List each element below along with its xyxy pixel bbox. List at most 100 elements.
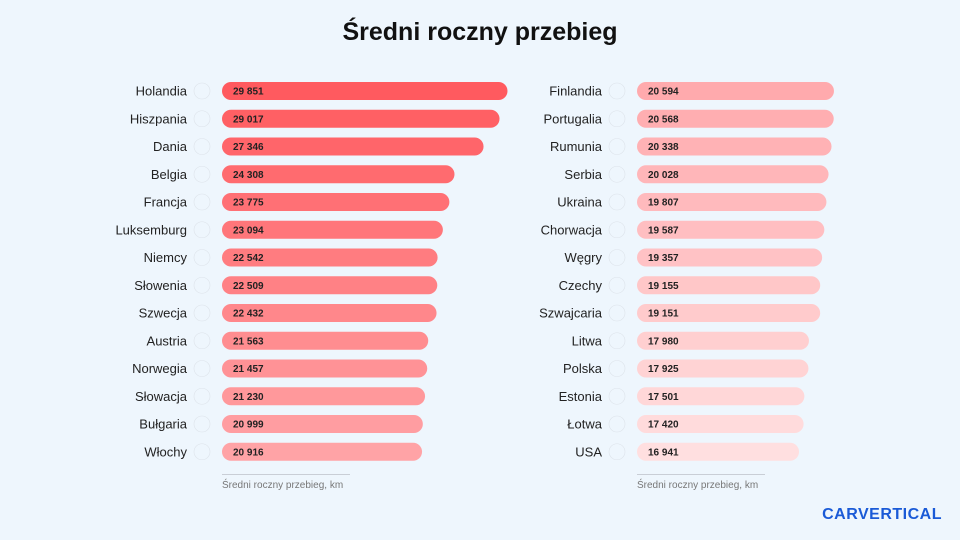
- value-label: 27 346: [233, 142, 264, 153]
- value-label: 17 420: [648, 420, 679, 431]
- value-label: 21 457: [233, 364, 264, 375]
- category-label: Polska: [563, 361, 603, 376]
- category-label: Słowenia: [134, 278, 188, 293]
- value-label: 22 432: [233, 309, 264, 320]
- category-label: Bułgaria: [139, 417, 187, 432]
- bar: [222, 165, 455, 184]
- flag-lu-icon: [193, 221, 211, 239]
- bar: [637, 193, 827, 211]
- category-label: Holandia: [136, 84, 188, 99]
- flag-hr-icon: [608, 221, 626, 239]
- flag-it-icon: [193, 443, 211, 461]
- flag-lv-icon: [608, 415, 626, 433]
- value-label: 19 357: [648, 253, 679, 264]
- category-label: Hiszpania: [130, 111, 188, 126]
- category-label: Luksemburg: [115, 222, 187, 237]
- flag-ch-icon: [608, 304, 626, 322]
- value-label: 20 338: [648, 142, 679, 153]
- value-label: 19 151: [648, 309, 679, 320]
- bar: [637, 415, 804, 433]
- category-label: Szwajcaria: [539, 306, 603, 321]
- category-label: Niemcy: [144, 250, 188, 265]
- bar: [222, 276, 438, 295]
- bar: [637, 359, 809, 378]
- flag-es-icon: [193, 110, 211, 128]
- flag-cz-icon: [608, 276, 626, 294]
- bar: [222, 248, 438, 267]
- category-label: Estonia: [559, 389, 603, 404]
- bar: [222, 442, 423, 461]
- flag-nl-icon: [193, 82, 211, 100]
- category-label: Ukraina: [557, 195, 603, 210]
- bar: [222, 137, 484, 156]
- flag-at-icon: [193, 332, 211, 350]
- category-label: Litwa: [572, 333, 603, 348]
- bar-panel-1: Holandia 29 851 Hiszpania 29 017 Dania 27 346…: [115, 82, 508, 491]
- category-label: Serbia: [564, 167, 602, 182]
- category-label: Chorwacja: [541, 222, 603, 237]
- category-label: Austria: [147, 333, 188, 348]
- bar: [637, 220, 825, 239]
- flag-no-icon: [193, 360, 211, 377]
- bar: [222, 82, 508, 100]
- flag-bg-icon: [193, 415, 211, 433]
- category-label: Finlandia: [549, 84, 603, 99]
- flag-us-icon: [608, 443, 626, 461]
- category-label: Francja: [144, 195, 188, 210]
- flag-fi-icon: [608, 82, 626, 100]
- bar: [222, 304, 437, 322]
- value-label: 19 155: [648, 281, 679, 292]
- bar: [637, 276, 821, 295]
- flag-lt-icon: [608, 332, 626, 350]
- flag-hu-icon: [608, 249, 626, 266]
- value-label: 22 542: [233, 253, 264, 264]
- carvertical-logo: CARVERTICAL: [822, 506, 942, 523]
- value-label: 22 509: [233, 281, 264, 292]
- value-label: 21 230: [233, 392, 264, 403]
- value-label: 20 568: [648, 114, 679, 125]
- flag-se-icon: [193, 304, 211, 322]
- flag-pl-icon: [608, 360, 626, 377]
- category-label: Węgry: [564, 250, 602, 265]
- bar: [637, 137, 832, 156]
- bar: [222, 331, 429, 350]
- bar: [222, 415, 423, 433]
- category-label: Belgia: [151, 167, 188, 182]
- bar-panel-2: Finlandia 20 594 Portugalia 20 568 Rumunia 20…: [539, 82, 834, 491]
- value-label: 19 807: [648, 198, 679, 209]
- flag-ua-icon: [608, 193, 626, 211]
- value-label: 17 501: [648, 392, 679, 403]
- bar: [222, 220, 443, 239]
- value-label: 29 851: [233, 87, 264, 98]
- bar: [222, 359, 428, 378]
- value-label: 17 980: [648, 336, 679, 347]
- category-label: Łotwa: [567, 417, 602, 432]
- bar: [637, 109, 834, 128]
- flag-rs-icon: [608, 165, 626, 183]
- flag-pt-icon: [608, 110, 626, 128]
- bar: [637, 387, 805, 406]
- axis-label: Średni roczny przebieg, km: [222, 478, 343, 491]
- category-label: Dania: [153, 139, 188, 154]
- category-label: Włochy: [144, 444, 187, 459]
- value-label: 21 563: [233, 336, 264, 347]
- flag-ro-icon: [608, 138, 626, 155]
- category-label: Czechy: [559, 278, 603, 293]
- bar: [637, 248, 823, 267]
- value-label: 23 775: [233, 198, 264, 209]
- bar: [637, 82, 834, 100]
- value-label: 20 594: [648, 87, 679, 98]
- flag-si-icon: [193, 276, 211, 294]
- flag-sk-icon: [193, 387, 211, 405]
- axis-label: Średni roczny przebieg, km: [637, 478, 758, 491]
- value-label: 20 028: [648, 170, 679, 181]
- category-label: Norwegia: [132, 361, 188, 376]
- category-label: Portugalia: [543, 111, 602, 126]
- flag-ee-icon: [608, 387, 626, 405]
- flag-dk-icon: [193, 138, 211, 155]
- bar: [222, 109, 500, 128]
- value-label: 24 308: [233, 170, 264, 181]
- value-label: 16 941: [648, 447, 679, 458]
- bar: [637, 304, 821, 322]
